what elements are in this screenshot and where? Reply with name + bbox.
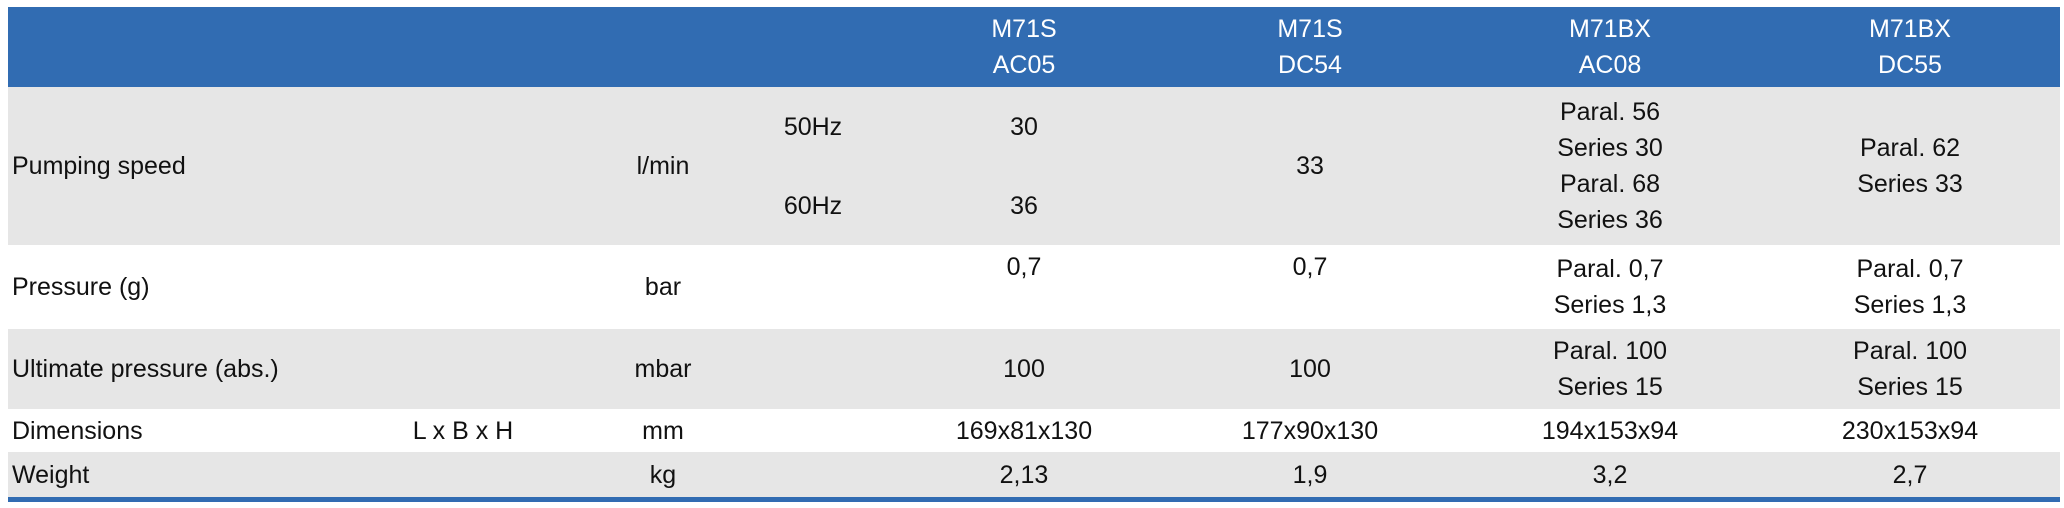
value-cell-model-4: Paral. 0,7 Series 1,3 [1760, 245, 2060, 329]
value-cell-model-3: 194x153x94 [1460, 409, 1760, 452]
value-line: Series 36 [1557, 206, 1663, 234]
header-empty-4 [738, 7, 888, 87]
value-line: Paral. 62 [1859, 134, 1961, 162]
table-row-ultimate-pressure: Ultimate pressure (abs.) mbar 100 100 Pa… [8, 329, 2060, 409]
row-unit: mm [588, 409, 738, 452]
row-label: Dimensions [8, 409, 338, 452]
model-code: DC55 [1878, 51, 1942, 79]
row-note-empty [338, 87, 588, 245]
value-cell-model-1: 169x81x130 [888, 409, 1160, 452]
row-note-empty [338, 452, 588, 502]
value-cell-model-1: 100 [888, 329, 1160, 409]
value-cell-model-1: 30 36 [888, 87, 1160, 245]
row-label: Pressure (g) [8, 245, 338, 329]
value-line: Series 15 [1857, 373, 1963, 401]
value-cell-model-2: 33 [1160, 87, 1460, 245]
value-line: Series 30 [1557, 134, 1663, 162]
table-row-pumping-speed: Pumping speed l/min 50Hz 60Hz 30 36 33 P… [8, 87, 2060, 245]
table-row-pressure: Pressure (g) bar 0,7 0,7 Paral. 0,7 Seri… [8, 245, 2060, 329]
header-model-1: M71S AC05 [888, 7, 1160, 87]
row-label: Pumping speed [8, 87, 338, 245]
value-line: Paral. 0,7 [1856, 255, 1964, 283]
header-model-4: M71BX DC55 [1760, 7, 2060, 87]
value-60hz: 36 [1010, 191, 1038, 220]
model-name: M71BX [1869, 15, 1951, 43]
table-row-dimensions: Dimensions L x B x H mm 169x81x130 177x9… [8, 409, 2060, 452]
value-line: Paral. 0,7 [1556, 255, 1664, 283]
value-cell-model-1: 0,7 [888, 245, 1160, 329]
value-cell-model-4: 230x153x94 [1760, 409, 2060, 452]
value-cell-model-3: Paral. 56 Series 30 Paral. 68 Series 36 [1460, 87, 1760, 245]
value-line: Series 1,3 [1853, 291, 1967, 319]
value-cell-model-3: Paral. 0,7 Series 1,3 [1460, 245, 1760, 329]
model-name: M71S [1277, 15, 1343, 43]
spec-table-container: M71S AC05 M71S DC54 M71BX AC08 M71BX DC5… [8, 7, 2060, 502]
header-empty-3 [588, 7, 738, 87]
value-cell-model-1: 2,13 [888, 452, 1160, 502]
header-row: M71S AC05 M71S DC54 M71BX AC08 M71BX DC5… [8, 7, 2060, 87]
value-line: Paral. 100 [1553, 337, 1667, 365]
value-cell-model-4: 2,7 [1760, 452, 2060, 502]
value-line: Series 33 [1857, 170, 1963, 198]
row-note: L x B x H [338, 409, 588, 452]
model-name: M71BX [1569, 15, 1651, 43]
value-line: Paral. 56 [1559, 98, 1661, 126]
value-cell-model-2: 100 [1160, 329, 1460, 409]
value-cell-model-2: 0,7 [1160, 245, 1460, 329]
row-unit: bar [588, 245, 738, 329]
model-code: AC05 [992, 51, 1056, 79]
value-line: Series 1,3 [1553, 291, 1667, 319]
value-line: Paral. 68 [1559, 170, 1661, 198]
model-name: M71S [991, 15, 1057, 43]
header-empty-2 [338, 7, 588, 87]
row-unit: l/min [588, 87, 738, 245]
value-cell-model-4: Paral. 62 Series 33 [1760, 87, 2060, 245]
header-model-3: M71BX AC08 [1460, 7, 1760, 87]
frequency-60hz: 60Hz [783, 191, 843, 220]
value-line: Paral. 100 [1853, 337, 1967, 365]
value-cell-model-3: 3,2 [1460, 452, 1760, 502]
frequency-50hz: 50Hz [783, 112, 843, 141]
row-label: Weight [8, 452, 338, 502]
header-empty-1 [8, 7, 338, 87]
frequency-cell: 50Hz 60Hz [738, 87, 888, 245]
value-cell-model-4: Paral. 100 Series 15 [1760, 329, 2060, 409]
frequency-empty [738, 245, 888, 329]
row-note-empty [338, 329, 588, 409]
row-note-empty [338, 245, 588, 329]
value-50hz: 30 [1010, 112, 1038, 141]
frequency-empty [738, 409, 888, 452]
table-row-weight: Weight kg 2,13 1,9 3,2 2,7 [8, 452, 2060, 502]
row-label: Ultimate pressure (abs.) [8, 329, 338, 409]
row-unit: kg [588, 452, 738, 502]
spec-table: M71S AC05 M71S DC54 M71BX AC08 M71BX DC5… [8, 7, 2060, 502]
header-model-2: M71S DC54 [1160, 7, 1460, 87]
row-unit: mbar [588, 329, 738, 409]
value-line: Series 15 [1557, 373, 1663, 401]
model-code: AC08 [1578, 51, 1642, 79]
value-cell-model-2: 1,9 [1160, 452, 1460, 502]
value-cell-model-3: Paral. 100 Series 15 [1460, 329, 1760, 409]
model-code: DC54 [1278, 51, 1342, 79]
frequency-empty [738, 329, 888, 409]
value-cell-model-2: 177x90x130 [1160, 409, 1460, 452]
frequency-empty [738, 452, 888, 502]
